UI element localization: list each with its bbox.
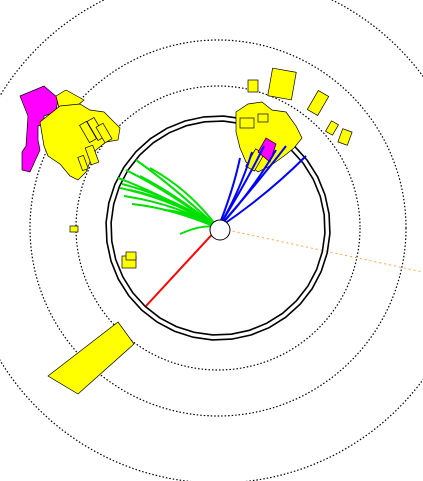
beam-pipe — [209, 219, 231, 241]
yellow-tower-small — [69, 225, 79, 233]
green-track — [149, 167, 219, 229]
green-track — [135, 159, 219, 229]
yellow-tower-left — [39, 103, 121, 181]
blue-track — [217, 145, 265, 229]
blue-track — [217, 145, 287, 229]
blue-track — [217, 155, 307, 229]
yellow-tower-upper-right — [267, 67, 297, 101]
yellow-tower-upper-right — [247, 79, 259, 93]
yellow-tower-upper-right — [257, 113, 269, 123]
yellow-tower-left — [77, 154, 89, 172]
yellow-tower-upper-right — [337, 128, 353, 146]
yellow-tower-small — [125, 251, 137, 261]
yellow-tower-left — [95, 122, 113, 144]
missing-energy-line — [217, 227, 423, 273]
yellow-tower-lower-left — [47, 321, 135, 395]
yellow-tower-upper-right — [325, 120, 339, 136]
red-track — [145, 227, 219, 307]
yellow-tower-upper-right — [306, 89, 330, 117]
green-track — [139, 175, 219, 229]
yellow-tower-left — [79, 120, 97, 144]
yellow-tower-left — [84, 144, 100, 166]
yellow-tower-upper-right — [239, 117, 255, 129]
middle-dotted-ring — [29, 39, 407, 417]
